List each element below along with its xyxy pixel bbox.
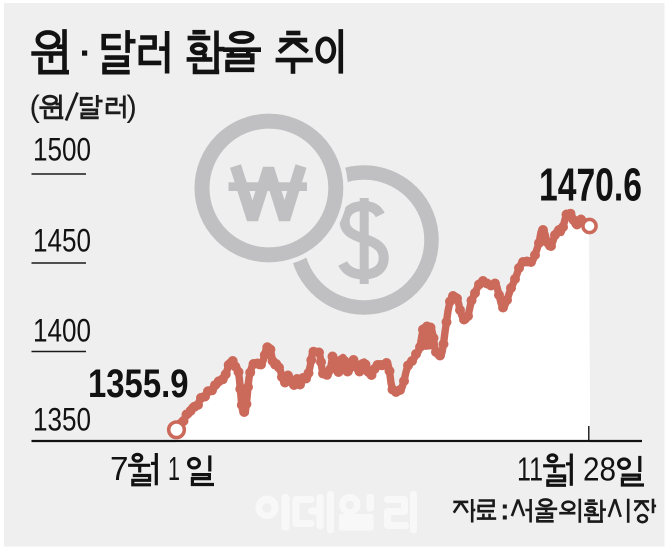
svg-text:28: 28 xyxy=(583,452,616,489)
svg-text:1400: 1400 xyxy=(33,313,91,349)
svg-text:1500: 1500 xyxy=(33,132,91,168)
svg-text:): ) xyxy=(127,89,137,124)
svg-text:1470.6: 1470.6 xyxy=(539,158,642,210)
svg-text:11: 11 xyxy=(517,452,543,489)
svg-text:1355.9: 1355.9 xyxy=(88,362,189,406)
svg-text:1450: 1450 xyxy=(33,223,91,259)
svg-text:7: 7 xyxy=(110,451,129,488)
svg-text:1: 1 xyxy=(168,451,180,488)
svg-text:(: ( xyxy=(30,89,41,124)
svg-text:1350: 1350 xyxy=(33,402,91,438)
